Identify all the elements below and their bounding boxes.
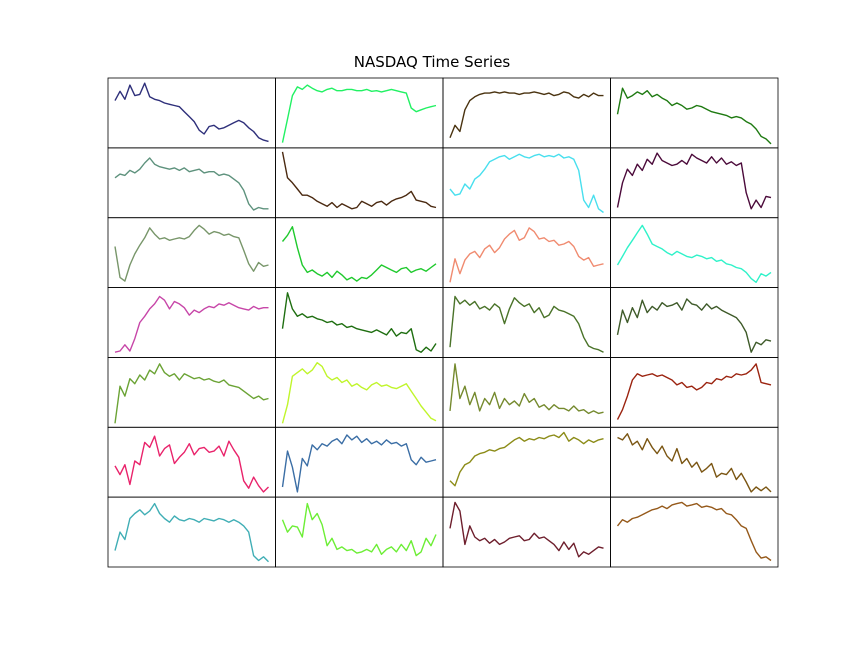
series-line-16 <box>616 298 772 353</box>
figure-title: NASDAQ Time Series <box>354 53 511 71</box>
series-line-20 <box>616 363 772 420</box>
series-line-23 <box>449 431 604 487</box>
series-line-26 <box>281 502 437 557</box>
series-line-3 <box>449 91 604 138</box>
series-line-13 <box>114 295 269 353</box>
series-line-1 <box>114 82 269 143</box>
series-line-6 <box>281 151 437 210</box>
panel-grid <box>107 77 779 568</box>
panel-frame <box>610 496 779 568</box>
series-line-2 <box>281 84 437 143</box>
series-line-4 <box>616 87 772 145</box>
series-line-8 <box>616 152 772 210</box>
series-line-27 <box>449 501 604 558</box>
series-line-14 <box>281 292 437 353</box>
series-line-28 <box>616 501 772 562</box>
series-line-15 <box>449 295 604 353</box>
series-line-10 <box>281 225 437 282</box>
series-line-24 <box>617 433 772 493</box>
series-line-17 <box>114 363 269 424</box>
series-line-12 <box>616 224 772 283</box>
series-line-22 <box>281 434 437 493</box>
series-line-7 <box>449 153 604 214</box>
series-line-21 <box>114 435 269 493</box>
panel-28 <box>610 496 779 568</box>
series-line-19 <box>449 363 604 415</box>
series-line-18 <box>281 362 437 424</box>
series-line-11 <box>449 227 604 283</box>
series-line-9 <box>114 224 269 282</box>
series-line-25 <box>114 502 269 563</box>
series-line-5 <box>114 157 269 211</box>
